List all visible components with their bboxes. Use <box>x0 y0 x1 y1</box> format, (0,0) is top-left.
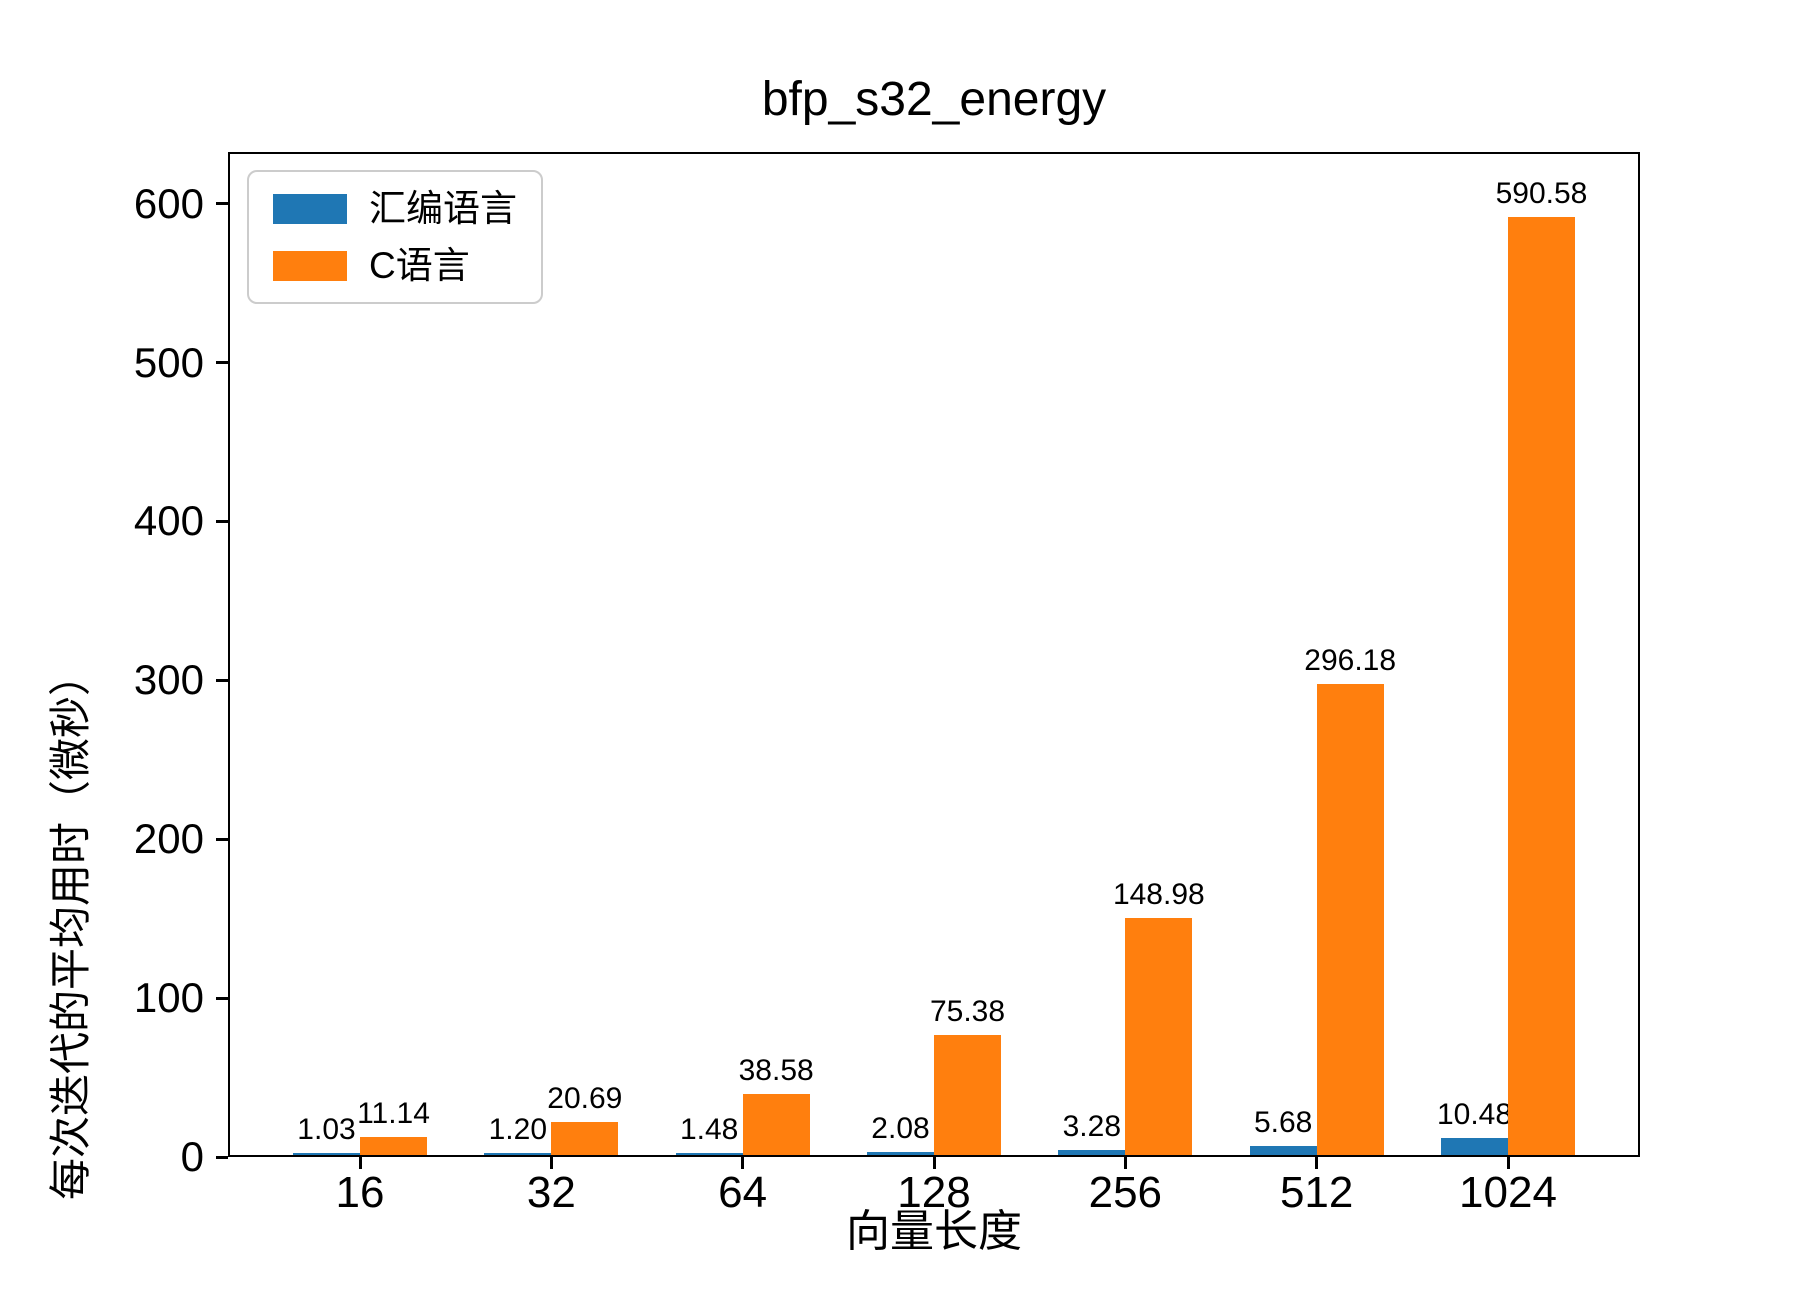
y-tick-mark <box>216 996 228 1000</box>
x-tick-mark <box>1506 1157 1510 1169</box>
y-tick-label: 100 <box>133 974 204 1022</box>
x-tick-mark <box>741 1157 745 1169</box>
y-axis-label-text: 每次迭代的平均用时（微秒） <box>47 653 94 1201</box>
bar-value-label-asm-512: 5.68 <box>1253 1105 1313 1139</box>
y-tick-mark <box>216 519 228 523</box>
bar-asm-256 <box>1058 1149 1126 1155</box>
x-axis-label: 向量长度 <box>846 1207 1022 1256</box>
bar-value-label-c-32: 20.69 <box>547 1082 623 1116</box>
y-tick-mark <box>216 837 228 841</box>
bar-value-label-asm-16: 1.03 <box>297 1113 356 1147</box>
y-tick-mark <box>216 202 228 206</box>
bar-value-label-c-128: 75.38 <box>929 995 1006 1029</box>
x-tick-label: 32 <box>526 1168 576 1217</box>
bar-value-label-asm-256: 3.28 <box>1062 1109 1122 1143</box>
bar-c-16 <box>360 1137 427 1155</box>
legend-label-asm: 汇编语言 <box>369 188 517 229</box>
x-tick-mark <box>932 1157 936 1169</box>
x-tick-mark <box>358 1157 362 1169</box>
chart-title: bfp_s32_energy <box>761 73 1107 126</box>
x-tick-label: 128 <box>897 1168 971 1217</box>
legend: 汇编语言 C语言 <box>247 170 543 304</box>
x-tick-label: 256 <box>1088 1168 1163 1217</box>
y-tick-label: 600 <box>133 179 204 227</box>
y-tick-mark <box>216 678 228 682</box>
x-tick-mark <box>1123 1157 1127 1169</box>
x-tick-label: 512 <box>1279 1168 1354 1217</box>
bar-value-label-c-512: 296.18 <box>1304 644 1397 678</box>
y-tick-label: 300 <box>133 656 204 704</box>
bar-asm-512 <box>1249 1145 1317 1155</box>
x-tick-mark <box>549 1157 553 1169</box>
bar-value-label-asm-64: 1.48 <box>679 1112 739 1146</box>
x-tick-label: 1024 <box>1459 1168 1557 1217</box>
bar-asm-1024 <box>1441 1138 1508 1155</box>
legend-swatch-c <box>273 250 347 281</box>
bar-c-128 <box>934 1035 1001 1155</box>
legend-label-c: C语言 <box>369 245 470 286</box>
bar-value-label-c-64: 38.58 <box>738 1053 814 1087</box>
x-tick-mark <box>1315 1157 1319 1169</box>
y-tick-label: 400 <box>133 497 204 545</box>
bar-value-label-c-16: 11.14 <box>357 1097 430 1131</box>
bar-asm-64 <box>675 1152 743 1155</box>
bar-asm-16 <box>293 1153 360 1155</box>
y-tick-label: 500 <box>133 338 204 386</box>
legend-entry-asm: 汇编语言 <box>273 190 517 227</box>
bar-value-label-asm-1024: 10.48 <box>1436 1098 1513 1132</box>
bar-c-1024 <box>1508 216 1575 1155</box>
bar-c-32 <box>551 1122 619 1155</box>
plot-area: 1.03 1.20 1.48 2.08 3.28 5.68 10.48 11.14 20.69 3… <box>228 152 1640 1157</box>
x-tick-label: 64 <box>718 1168 768 1217</box>
bar-c-256 <box>1125 918 1193 1155</box>
bar-c-64 <box>742 1093 810 1155</box>
bar-value-label-asm-32: 1.20 <box>488 1113 548 1147</box>
bar-value-label-asm-128: 2.08 <box>871 1111 930 1145</box>
y-tick-label: 0 <box>180 1133 204 1180</box>
y-tick-mark <box>216 1155 228 1159</box>
x-tick-label: 16 <box>335 1168 385 1217</box>
bar-value-label-c-1024: 590.58 <box>1495 176 1588 210</box>
bar-asm-128 <box>867 1151 934 1155</box>
y-tick-label: 200 <box>133 815 204 863</box>
bar-c-512 <box>1316 684 1384 1155</box>
legend-entry-c: C语言 <box>273 247 517 284</box>
bar-asm-32 <box>484 1153 552 1155</box>
y-tick-mark <box>216 361 228 365</box>
legend-swatch-asm <box>273 193 347 224</box>
bar-value-label-c-256: 148.98 <box>1112 878 1205 912</box>
